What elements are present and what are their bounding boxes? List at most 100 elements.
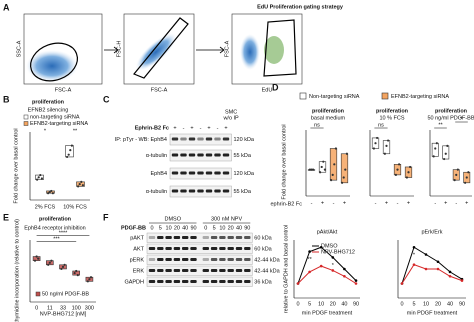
data-point: [383, 152, 386, 155]
data-point: [333, 163, 336, 166]
band: [173, 247, 181, 250]
data-point: [81, 184, 84, 187]
band: [197, 153, 204, 157]
data-point: [342, 176, 345, 179]
band: [227, 236, 234, 239]
axis-label: min PDGF treatment: [302, 310, 353, 316]
band: [219, 258, 226, 261]
data-point: [446, 144, 449, 147]
data-point: [61, 265, 65, 268]
data-point: [374, 142, 377, 145]
kda-label: 60 kDa: [254, 235, 272, 241]
band: [148, 269, 156, 272]
legend-swatch: [23, 114, 29, 120]
lane-label: 5: [159, 225, 162, 231]
x-tick-label: +: [444, 200, 447, 206]
chart-title: proliferation: [376, 108, 409, 114]
data-point: [387, 139, 390, 142]
x-tick-label: 11: [47, 305, 53, 311]
x-tick-label: 2% FCS: [35, 204, 56, 210]
data-point: [330, 179, 333, 182]
band: [202, 247, 209, 250]
panel-label: C: [103, 94, 110, 104]
data-point: [436, 260, 440, 264]
x-tick-label: 90: [459, 301, 465, 307]
box: [340, 153, 349, 184]
x-tick-label: +: [321, 200, 324, 206]
data-point: [69, 149, 72, 152]
data-point: [396, 168, 399, 171]
data-point: [331, 173, 334, 176]
band: [222, 189, 230, 193]
arrow: [196, 46, 225, 54]
legend-swatch: [23, 121, 29, 126]
data-point: [448, 270, 452, 274]
legend-label: 50 ng/ml PDGF-BB: [42, 291, 89, 297]
legend-label: DMSO: [321, 243, 338, 249]
row-label: EphB4: [150, 171, 167, 177]
band: [180, 171, 187, 175]
band: [210, 269, 218, 272]
lane-label: 10: [219, 225, 225, 231]
x-tick-label: 0: [35, 305, 38, 311]
legend-label: NPV-BHG712: [321, 249, 355, 255]
lane-label: 0: [204, 225, 207, 231]
cell-cloud: [135, 33, 177, 71]
band: [165, 247, 172, 250]
band: [157, 258, 164, 261]
legend-swatch: [35, 291, 41, 297]
data-point: [405, 176, 408, 179]
band: [180, 189, 187, 193]
legend-swatch: [381, 92, 389, 100]
band: [214, 189, 221, 193]
lane-label: 90: [190, 225, 196, 231]
x-tick-label: 10% FCS: [63, 204, 87, 210]
band: [205, 137, 213, 141]
band: [244, 247, 251, 250]
band: [202, 236, 209, 239]
data-point: [319, 264, 323, 268]
data-point: [36, 178, 39, 181]
lane-sign: -: [217, 125, 219, 131]
band: [197, 137, 204, 141]
band: [180, 137, 187, 141]
x-tick-label: -: [375, 200, 377, 206]
data-point: [456, 168, 459, 171]
significance: ns: [314, 122, 320, 128]
band: [182, 247, 189, 250]
data-point: [354, 282, 358, 285]
data-point: [40, 177, 44, 180]
lane-label: 10: [166, 225, 172, 231]
data-point: [308, 250, 311, 253]
significance: *: [332, 263, 335, 269]
x-tick-label: 0: [296, 301, 299, 307]
lane-label: 40: [182, 225, 188, 231]
row-label: ERK: [133, 268, 145, 274]
data-point: [322, 160, 325, 163]
axis-label: EdU: [262, 87, 273, 93]
box: [442, 145, 450, 160]
lane-label: 5: [213, 225, 216, 231]
data-point: [312, 168, 315, 171]
data-point: [354, 279, 358, 282]
x-tick-label: 100: [72, 305, 81, 311]
data-point: [344, 168, 347, 171]
row-label: α-tubulin: [146, 189, 167, 195]
band: [214, 153, 221, 157]
gate: [30, 42, 78, 82]
band: [148, 258, 156, 261]
gate: [133, 17, 189, 79]
axis-label: min PDGF treatment: [407, 310, 458, 316]
panel-subtitle: EFNB2 silencing: [28, 107, 69, 113]
band: [210, 258, 218, 261]
panel-title: proliferation: [39, 216, 72, 222]
band: [190, 236, 197, 239]
significance: **: [438, 122, 443, 128]
legend-swatch: [299, 92, 307, 100]
edu-cloud: [264, 36, 284, 64]
row-label: pAKT: [130, 235, 144, 241]
band: [219, 280, 226, 283]
panel-title: proliferation: [32, 99, 65, 105]
arrow: [104, 46, 119, 54]
band: [173, 280, 181, 283]
